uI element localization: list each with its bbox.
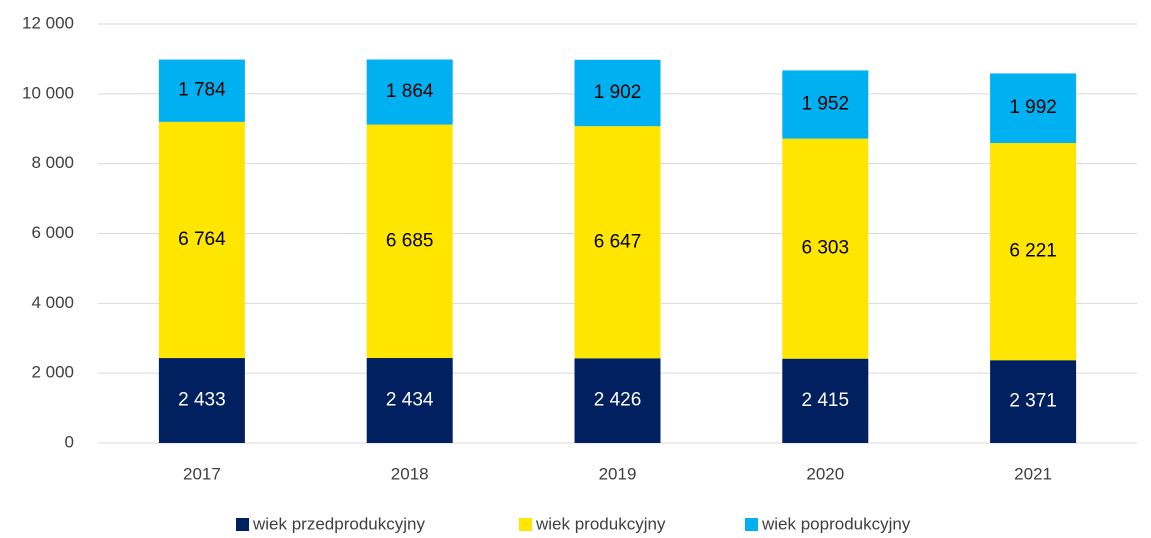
y-tick-label: 4 000: [31, 293, 74, 312]
legend-swatch: [519, 518, 532, 531]
bar-segment: [782, 138, 869, 359]
data-label: 6 647: [594, 231, 642, 252]
bar-segment: [574, 126, 661, 359]
data-label: 6 685: [386, 230, 434, 251]
bar-segment: [574, 59, 661, 127]
x-tick-label: 2020: [806, 464, 844, 483]
x-tick-label: 2017: [183, 464, 221, 483]
legend-label: wiek produkcyjny: [535, 514, 666, 533]
bar-segment: [990, 142, 1077, 361]
x-tick-label: 2021: [1014, 464, 1052, 483]
data-label: 2 434: [386, 390, 434, 411]
x-tick-label: 2018: [391, 464, 429, 483]
bar-segment: [158, 59, 245, 122]
bar-segment: [366, 59, 453, 125]
data-label: 6 303: [802, 238, 850, 259]
data-label: 2 415: [802, 390, 850, 411]
bar-segment: [574, 358, 661, 443]
bar-segment: [990, 360, 1077, 443]
data-label: 1 784: [178, 80, 226, 101]
bar-segment: [782, 70, 869, 139]
bar-segment: [990, 73, 1077, 143]
data-label: 2 426: [594, 390, 642, 411]
y-tick-label: 6 000: [31, 223, 74, 242]
legend-label: wiek przedprodukcyjny: [252, 514, 425, 533]
data-label: 2 371: [1009, 391, 1057, 412]
legend-swatch: [236, 518, 249, 531]
bar-segment: [366, 124, 453, 359]
legend-swatch: [745, 518, 758, 531]
data-label: 1 952: [802, 94, 850, 115]
data-label: 1 864: [386, 81, 434, 102]
data-label: 1 992: [1009, 97, 1057, 118]
bar-segment: [782, 358, 869, 443]
data-label: 1 902: [594, 82, 642, 103]
data-label: 6 221: [1009, 241, 1057, 262]
y-tick-label: 10 000: [22, 83, 74, 102]
data-label: 2 433: [178, 390, 226, 411]
x-tick-label: 2019: [599, 464, 637, 483]
bar-segment: [366, 358, 453, 443]
bar-segment: [158, 121, 245, 359]
y-tick-label: 0: [65, 432, 74, 451]
data-label: 6 764: [178, 229, 226, 250]
legend-label: wiek poprodukcyjny: [761, 514, 911, 533]
y-tick-label: 12 000: [22, 13, 74, 32]
y-tick-label: 2 000: [31, 363, 74, 382]
y-tick-label: 8 000: [31, 153, 74, 172]
bar-segment: [158, 358, 245, 443]
